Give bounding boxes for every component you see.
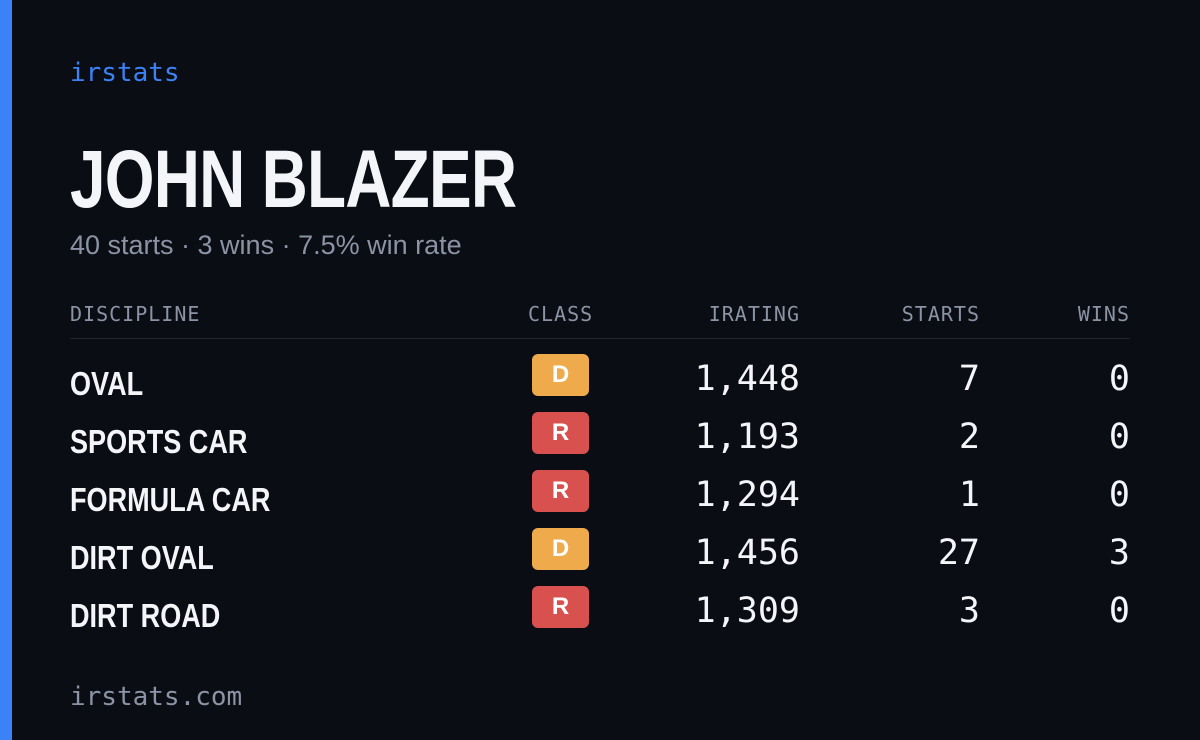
irating-value: 1,309 — [694, 591, 800, 631]
starts-value: 7 — [958, 359, 980, 399]
discipline-name: OVAL — [70, 365, 144, 402]
discipline-name: DIRT ROAD — [70, 597, 221, 634]
starts-value: 2 — [958, 417, 980, 457]
header-starts: STARTS — [901, 302, 980, 326]
irating-value: 1,294 — [694, 475, 800, 515]
table-body: OVAL D 1,448 7 0 SPORTS CAR R 1,193 2 0 … — [70, 350, 1130, 640]
discipline-name: FORMULA CAR — [70, 481, 271, 518]
accent-bar — [0, 0, 12, 740]
discipline-name: SPORTS CAR — [70, 423, 248, 460]
table-header: DISCIPLINE CLASS IRATING STARTS WINS — [70, 298, 1130, 339]
header-class: CLASS — [528, 302, 594, 326]
header-discipline: DISCIPLINE — [70, 302, 201, 326]
class-badge: R — [532, 412, 589, 454]
table-row: DIRT OVAL D 1,456 27 3 — [70, 524, 1130, 582]
irating-value: 1,448 — [694, 359, 800, 399]
footer-url: irstats.com — [70, 682, 243, 712]
irating-value: 1,456 — [694, 533, 800, 573]
driver-summary: 40 starts · 3 wins · 7.5% win rate — [70, 230, 462, 260]
header-irating: IRATING — [708, 302, 800, 326]
brand-logo-text: irstats — [70, 58, 180, 88]
irating-value: 1,193 — [694, 417, 800, 457]
wins-value: 0 — [1108, 591, 1130, 631]
class-badge: R — [532, 470, 589, 512]
class-badge: R — [532, 586, 589, 628]
table-row: OVAL D 1,448 7 0 — [70, 350, 1130, 408]
class-badge: D — [532, 354, 589, 396]
table-row: SPORTS CAR R 1,193 2 0 — [70, 408, 1130, 466]
starts-value: 3 — [958, 591, 980, 631]
table-row: DIRT ROAD R 1,309 3 0 — [70, 582, 1130, 640]
header-wins: WINS — [1077, 302, 1130, 326]
driver-name: JOHN BLAZER — [70, 134, 517, 225]
starts-value: 27 — [937, 533, 980, 573]
class-badge: D — [532, 528, 589, 570]
wins-value: 0 — [1108, 359, 1130, 399]
table-row: FORMULA CAR R 1,294 1 0 — [70, 466, 1130, 524]
wins-value: 0 — [1108, 475, 1130, 515]
wins-value: 0 — [1108, 417, 1130, 457]
discipline-name: DIRT OVAL — [70, 539, 214, 576]
starts-value: 1 — [958, 475, 980, 515]
wins-value: 3 — [1108, 533, 1130, 573]
